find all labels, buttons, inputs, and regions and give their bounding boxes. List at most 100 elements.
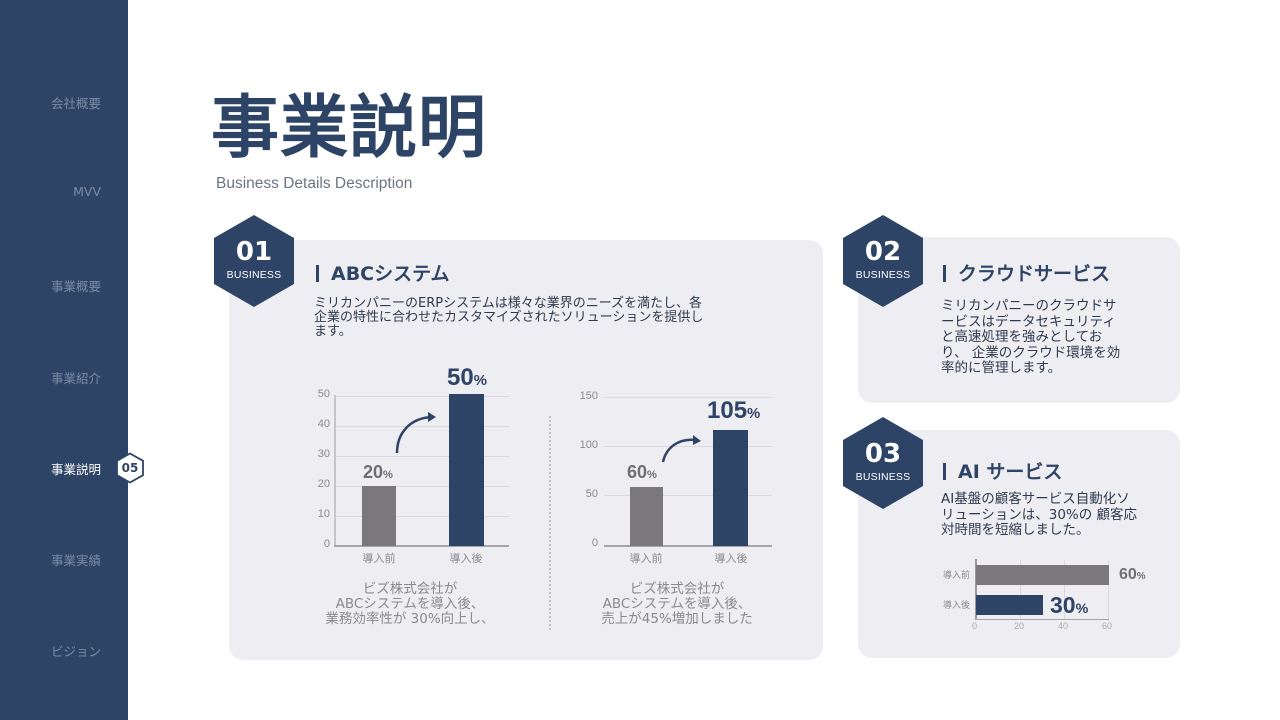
card-description: AI基盤の顧客サービス自動化ソ リューションは、30%の 顧客応 対時間を短縮し… bbox=[941, 491, 1138, 539]
page-subtitle: Business Details Description bbox=[216, 175, 413, 192]
value-label-after: 105% bbox=[707, 397, 761, 424]
card-title-text: クラウドサービス bbox=[958, 263, 1111, 285]
card-title: AI サービス bbox=[943, 457, 1062, 484]
y-tick: 40 bbox=[317, 418, 330, 430]
value-label-before: 60% bbox=[1119, 566, 1146, 583]
sidebar-item-company-overview[interactable]: 会社概要 bbox=[50, 96, 101, 111]
gridline bbox=[335, 396, 509, 397]
value-label-after: 50% bbox=[447, 364, 487, 391]
description-line: ます。 bbox=[314, 324, 352, 339]
x-tick: 20 bbox=[1014, 621, 1025, 631]
description-line: 率的に管理します。 bbox=[941, 360, 1062, 376]
gridline bbox=[1020, 560, 1021, 620]
y-axis bbox=[334, 395, 336, 546]
sidebar-item-business-overview[interactable]: 事業概要 bbox=[50, 279, 101, 294]
description-line: ミリカンパニーのERPシステムは様々な業界のニーズを満たし、各 bbox=[314, 296, 703, 311]
x-label: 導入前 bbox=[629, 552, 663, 565]
card-title-text: ABCシステム bbox=[331, 263, 450, 285]
x-tick: 0 bbox=[972, 621, 978, 631]
active-page-number: 05 bbox=[121, 461, 139, 475]
description-line: と高速処理を強みとしてお bbox=[941, 329, 1103, 345]
bar-after bbox=[449, 394, 484, 546]
description-line: AI基盤の顧客サービス自動化ソ bbox=[941, 491, 1130, 507]
badge-label: BUSINESS bbox=[855, 471, 911, 483]
description-line: リューションは、30%の 顧客応 bbox=[941, 506, 1138, 523]
y-tick: 0 bbox=[591, 537, 598, 549]
description-line: 企業の特性に合わせたカスタマイズされたソリューションを提供し bbox=[314, 310, 704, 325]
bar-after bbox=[976, 595, 1043, 615]
value-label-before: 20% bbox=[363, 462, 393, 482]
y-tick: 50 bbox=[585, 488, 598, 500]
card-title: クラウドサービス bbox=[943, 259, 1110, 286]
badge-number: 01 bbox=[235, 237, 273, 267]
description-line: 対時間を短縮しました。 bbox=[941, 522, 1090, 538]
badge-label: BUSINESS bbox=[226, 269, 282, 281]
curved-arrow-icon bbox=[661, 435, 701, 463]
chart-caption-sales: ビズ株式会社が ABCシステムを導入後、 売上が45%増加しました bbox=[557, 582, 797, 627]
caption-line: ABCシステムを導入後、 bbox=[335, 596, 485, 612]
x-axis bbox=[975, 619, 1109, 620]
y-tick: 10 bbox=[317, 508, 330, 520]
gridline bbox=[335, 426, 509, 427]
y-axis bbox=[975, 559, 977, 620]
y-tick: 50 bbox=[317, 388, 330, 400]
hexagon-icon bbox=[843, 215, 923, 307]
gridline bbox=[604, 495, 772, 496]
description-line: ミリカンパニーのクラウドサ bbox=[941, 298, 1117, 314]
caption-line: ビズ株式会社が bbox=[362, 581, 458, 597]
value-label-after: 30% bbox=[1050, 592, 1089, 618]
gridline bbox=[604, 397, 772, 398]
chart-caption-efficiency: ビズ株式会社が ABCシステムを導入後、 業務効率性が 30%向上し、 bbox=[290, 582, 530, 627]
business-badge-03: 03 BUSINESS bbox=[843, 417, 923, 509]
x-axis bbox=[334, 545, 509, 547]
gridline bbox=[1064, 560, 1065, 620]
sidebar-item-business-intro[interactable]: 事業紹介 bbox=[50, 371, 101, 386]
badge-number: 03 bbox=[864, 439, 902, 469]
y-tick: 100 bbox=[579, 439, 598, 451]
sidebar-item-mvv[interactable]: MVV bbox=[73, 184, 101, 199]
caption-line: ABCシステムを導入後、 bbox=[602, 596, 752, 612]
x-tick: 60 bbox=[1102, 621, 1113, 631]
badge-label: BUSINESS bbox=[855, 269, 911, 281]
y-label: 導入後 bbox=[943, 601, 971, 611]
curved-arrow-icon bbox=[395, 412, 436, 454]
title-accent-bar bbox=[316, 265, 319, 282]
business-badge-01: 01 BUSINESS bbox=[214, 215, 294, 307]
business-badge-02: 02 BUSINESS bbox=[843, 215, 923, 307]
x-axis bbox=[604, 545, 772, 547]
bar-after bbox=[713, 430, 748, 546]
card-description: ミリカンパニーのクラウドサ ービスはデータセキュリティ と高速処理を強みとしてお… bbox=[941, 298, 1121, 377]
sidebar-item-vision[interactable]: ビジョン bbox=[50, 644, 101, 659]
card-title-text: AI サービス bbox=[958, 461, 1063, 483]
description-line: り、 企業のクラウド環境を効 bbox=[941, 344, 1121, 361]
x-label: 導入前 bbox=[362, 552, 396, 565]
page-title: 事業説明 bbox=[211, 89, 488, 168]
description-line: ービスはデータセキュリティ bbox=[941, 313, 1116, 330]
caption-line: 業務効率性が 30%向上し、 bbox=[325, 611, 495, 627]
bar-before bbox=[976, 565, 1109, 585]
gridline bbox=[604, 446, 772, 447]
bar-before bbox=[362, 486, 396, 546]
bar-before bbox=[630, 487, 663, 546]
chart-divider bbox=[549, 416, 551, 630]
hexagon-icon bbox=[214, 215, 294, 307]
hexagon-icon bbox=[116, 452, 144, 484]
value-label-before: 60% bbox=[627, 462, 657, 482]
y-tick: 150 bbox=[579, 390, 598, 402]
sidebar-item-business-details[interactable]: 事業説明 bbox=[50, 462, 101, 477]
caption-line: ビズ株式会社が bbox=[629, 581, 725, 597]
y-tick: 30 bbox=[317, 448, 330, 460]
x-label: 導入後 bbox=[449, 552, 483, 565]
hexagon-icon bbox=[843, 417, 923, 509]
active-page-badge: 05 bbox=[114, 452, 146, 484]
x-label: 導入後 bbox=[714, 552, 748, 565]
sidebar-item-business-results[interactable]: 事業実績 bbox=[50, 553, 101, 568]
card-title: ABCシステム bbox=[316, 259, 450, 286]
badge-number: 02 bbox=[864, 237, 902, 267]
gridline bbox=[335, 486, 509, 487]
gridline bbox=[335, 516, 509, 517]
card-description: ミリカンパニーのERPシステムは様々な業界のニーズを満たし、各 企業の特性に合わ… bbox=[314, 297, 703, 339]
y-tick: 0 bbox=[323, 538, 330, 550]
x-tick: 40 bbox=[1058, 621, 1069, 631]
gridline bbox=[335, 456, 509, 457]
